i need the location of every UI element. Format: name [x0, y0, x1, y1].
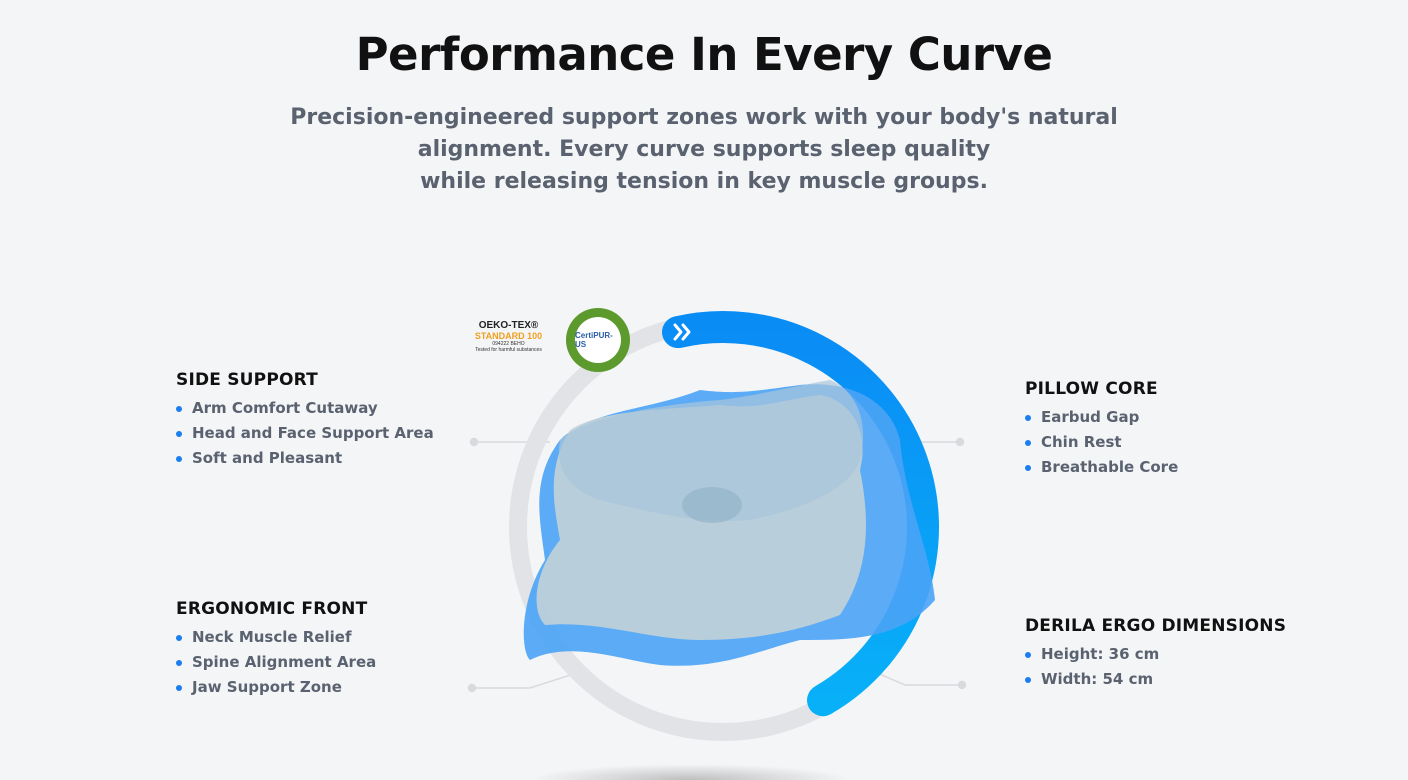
- item-label: Head and Face Support Area: [192, 424, 434, 442]
- subtitle-line: Precision-engineered support zones work …: [290, 105, 1118, 130]
- bullet-icon: [176, 405, 182, 412]
- bullet-icon: [1025, 439, 1031, 446]
- item-label: Soft and Pleasant: [192, 449, 343, 467]
- item-label: Neck Muscle Relief: [192, 628, 352, 646]
- certipur-name: CertiPUR-US: [575, 317, 621, 363]
- list-item: Height: 36 cm: [1025, 642, 1286, 667]
- certipur-badge: CertiPUR-US: [566, 308, 630, 372]
- subtitle-line: alignment. Every curve supports sleep qu…: [417, 137, 991, 162]
- bullet-icon: [176, 430, 182, 437]
- bullet-icon: [176, 634, 182, 641]
- item-label: Breathable Core: [1041, 458, 1179, 476]
- item-label: Chin Rest: [1041, 433, 1122, 451]
- item-label: Width: 54 cm: [1041, 670, 1154, 688]
- bullet-icon: [176, 455, 182, 462]
- page-subtitle: Precision-engineered support zones work …: [254, 102, 1154, 198]
- feature-dimensions: DERILA ERGO DIMENSIONS Height: 36 cm Wid…: [1025, 616, 1286, 692]
- item-label: Height: 36 cm: [1041, 645, 1160, 663]
- double-chevron-right-icon: [673, 323, 691, 341]
- oeko-standard: STANDARD 100: [474, 331, 543, 341]
- list-item: Neck Muscle Relief: [176, 625, 376, 650]
- page-title: Performance In Every Curve: [355, 28, 1053, 81]
- oeko-code: 094222 BEHO: [492, 341, 525, 347]
- oeko-name: OEKO-TEX®: [478, 320, 539, 331]
- feature-title: PILLOW CORE: [1025, 379, 1158, 399]
- pillow-image: [523, 380, 935, 666]
- item-label: Earbud Gap: [1041, 408, 1140, 426]
- list-item: Head and Face Support Area: [176, 421, 434, 446]
- list-item: Soft and Pleasant: [176, 446, 434, 471]
- oeko-note: Tested for harmful substances: [475, 347, 542, 353]
- bullet-icon: [176, 684, 182, 691]
- feature-pillow-core: PILLOW CORE Earbud Gap Chin Rest Breatha…: [1025, 379, 1178, 480]
- item-label: Spine Alignment Area: [192, 653, 377, 671]
- feature-side-support: SIDE SUPPORT Arm Comfort Cutaway Head an…: [176, 370, 434, 471]
- bullet-icon: [176, 659, 182, 666]
- list-item: Jaw Support Zone: [176, 675, 376, 700]
- bullet-icon: [1025, 651, 1031, 658]
- feature-title: SIDE SUPPORT: [176, 370, 318, 390]
- list-item: Chin Rest: [1025, 430, 1178, 455]
- bullet-icon: [1025, 464, 1031, 471]
- bullet-icon: [1025, 676, 1031, 683]
- item-label: Jaw Support Zone: [192, 678, 342, 696]
- list-item: Spine Alignment Area: [176, 650, 376, 675]
- feature-title: ERGONOMIC FRONT: [176, 599, 368, 619]
- oeko-tex-badge: OEKO-TEX® STANDARD 100 094222 BEHO Teste…: [466, 320, 551, 353]
- blue-progress-arc: [662, 311, 939, 717]
- bullet-icon: [1025, 414, 1031, 421]
- list-item: Arm Comfort Cutaway: [176, 396, 434, 421]
- shadow: [530, 764, 850, 780]
- list-item: Earbud Gap: [1025, 405, 1178, 430]
- list-item: Width: 54 cm: [1025, 667, 1286, 692]
- feature-title: DERILA ERGO DIMENSIONS: [1025, 616, 1287, 636]
- feature-ergonomic-front: ERGONOMIC FRONT Neck Muscle Relief Spine…: [176, 599, 376, 700]
- item-label: Arm Comfort Cutaway: [192, 399, 378, 417]
- subtitle-line: while releasing tension in key muscle gr…: [420, 169, 988, 194]
- list-item: Breathable Core: [1025, 455, 1178, 480]
